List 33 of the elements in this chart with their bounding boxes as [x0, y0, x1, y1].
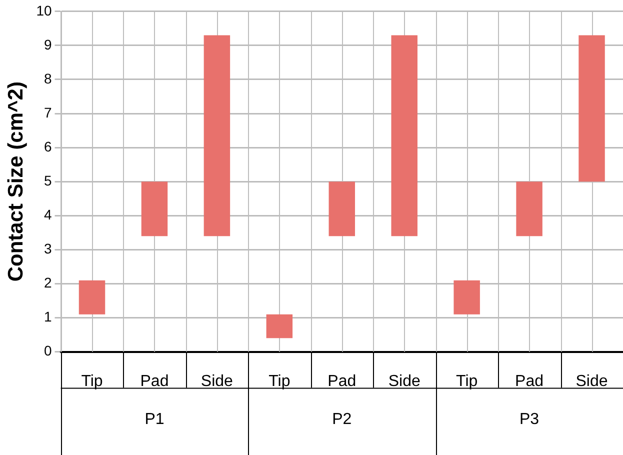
x-tick-label: Tip	[268, 372, 290, 390]
bar	[516, 182, 542, 236]
y-tick-label: 2	[44, 274, 52, 291]
text: P2	[332, 411, 352, 428]
y-tick-label: 5	[44, 172, 52, 188]
x-tick-label: Pad	[328, 372, 356, 390]
bar	[141, 182, 168, 236]
bar	[78, 280, 106, 314]
text: P3	[520, 411, 540, 428]
y-tick-label: 8	[44, 70, 52, 86]
x-tick-label: Tip	[456, 372, 478, 390]
x-tick-label: Side	[576, 372, 608, 390]
x-tick-label: Pad	[140, 372, 169, 390]
bar	[454, 280, 480, 314]
y-tick-label: 3	[44, 240, 52, 257]
y-tick-label: 7	[44, 104, 52, 120]
x-tick-label: Side	[388, 372, 420, 390]
bar	[328, 182, 356, 236]
y-tick-label: 10	[36, 2, 52, 18]
y-tick-label: 1	[44, 308, 52, 325]
text: P1	[144, 411, 164, 428]
bar	[204, 35, 230, 236]
x-tick-label: Tip	[81, 372, 103, 390]
x-tick-label: Side	[200, 372, 234, 390]
y-axis-title: Contact Size (cm^2)	[4, 82, 28, 282]
y-tick-label: 4	[44, 206, 52, 222]
y-tick-label: 6	[44, 138, 52, 154]
y-tick-label: 0	[44, 342, 52, 359]
x-tick-label: Pad	[515, 372, 544, 390]
bar	[578, 35, 605, 182]
bar	[266, 314, 293, 338]
y-tick-label: 9	[44, 36, 52, 52]
bar	[391, 35, 418, 236]
